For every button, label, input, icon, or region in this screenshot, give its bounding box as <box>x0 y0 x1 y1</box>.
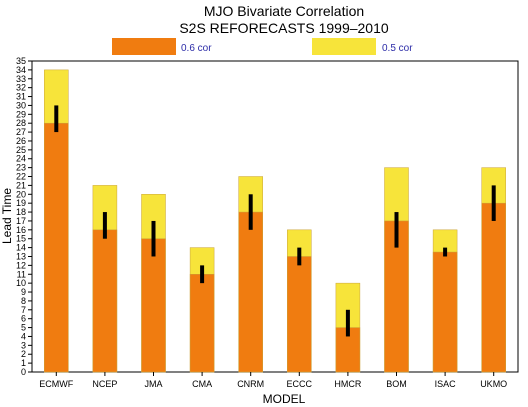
x-axis-label: MODEL <box>263 392 306 406</box>
legend-label-0-6-cor: 0.6 cor <box>181 43 212 54</box>
y-tick-label: 19 <box>16 198 26 208</box>
y-tick-label: 34 <box>16 65 26 75</box>
y-tick-label: 7 <box>21 305 26 315</box>
y-tick-label: 30 <box>16 100 26 110</box>
y-tick-label: 12 <box>16 260 26 270</box>
plot-area: 0123456789101112131415161718192021222324… <box>16 56 519 389</box>
legend-swatch-0-6-cor <box>112 38 176 55</box>
x-axis: ECMWF NCEP JMA CMA CNRM ECCC HMCR BOM ISAC UKMO <box>39 372 507 389</box>
y-axis-label: Lead Time <box>0 188 14 244</box>
chart-title: MJO Bivariate Correlation <box>204 3 364 19</box>
plot-frame <box>31 60 519 373</box>
y-tick-label: 27 <box>16 127 26 137</box>
y-tick-label: 15 <box>16 234 26 244</box>
y-tick-label: 2 <box>21 349 26 359</box>
bar-ncep-0-6-cor <box>92 229 118 373</box>
y-tick-label: 16 <box>16 225 26 235</box>
y-tick-label: 0 <box>21 367 26 377</box>
legend: 0.6 cor 0.5 cor <box>112 38 413 55</box>
bar-cnrm-0-6-cor <box>238 211 263 373</box>
error-bars <box>54 105 496 337</box>
bar-jma-0-6-cor <box>141 238 166 373</box>
bar-isac-0-6-cor <box>432 251 458 373</box>
y-tick-label: 1 <box>21 358 26 368</box>
bar-ukmo-0-6-cor <box>481 202 506 373</box>
y-tick-label: 8 <box>21 296 26 306</box>
bar-eccc-0-6-cor <box>287 256 312 373</box>
y-tick-label: 9 <box>21 287 26 297</box>
y-tick-label: 22 <box>16 172 26 182</box>
x-tick-label-ncep: NCEP <box>92 379 117 389</box>
y-tick-label: 28 <box>16 118 26 128</box>
y-tick-label: 13 <box>16 251 26 261</box>
y-tick-label: 6 <box>21 314 26 324</box>
y-tick-label: 3 <box>21 340 26 350</box>
y-tick-label: 17 <box>16 216 26 226</box>
x-tick-label-bom: BOM <box>386 379 407 389</box>
x-tick-label-eccc: ECCC <box>287 379 313 389</box>
legend-label-0-5-cor: 0.5 cor <box>382 43 413 54</box>
x-tick-label-hmcr: HMCR <box>334 379 361 389</box>
y-tick-label: 31 <box>16 92 26 102</box>
y-tick-label: 32 <box>16 83 26 93</box>
x-tick-label-isac: ISAC <box>435 379 457 389</box>
bars <box>44 69 506 373</box>
x-tick-label-ukmo: UKMO <box>480 379 507 389</box>
y-axis: 0123456789101112131415161718192021222324… <box>16 56 32 377</box>
y-tick-label: 29 <box>16 109 26 119</box>
y-tick-label: 20 <box>16 189 26 199</box>
y-tick-label: 26 <box>16 136 26 146</box>
legend-swatch-0-5-cor <box>312 38 376 55</box>
y-tick-label: 11 <box>17 269 26 279</box>
y-tick-label: 18 <box>16 207 26 217</box>
x-tick-label-cnrm: CNRM <box>237 379 264 389</box>
y-tick-label: 4 <box>21 331 26 341</box>
bar-ecmwf-0-6-cor <box>44 122 69 373</box>
y-tick-label: 14 <box>16 243 26 253</box>
y-tick-label: 10 <box>16 278 26 288</box>
y-tick-label: 24 <box>16 154 26 164</box>
y-tick-label: 33 <box>16 74 26 84</box>
y-tick-label: 25 <box>16 145 26 155</box>
bar-cma-0-6-cor <box>189 274 215 373</box>
y-tick-label: 35 <box>16 56 26 66</box>
x-tick-label-jma: JMA <box>145 379 163 389</box>
y-tick-label: 5 <box>21 323 26 333</box>
chart-subtitle: S2S REFORECASTS 1999–2010 <box>179 20 389 36</box>
y-tick-label: 21 <box>16 180 26 190</box>
y-tick-label: 23 <box>16 163 26 173</box>
x-tick-label-cma: CMA <box>192 379 212 389</box>
x-tick-label-ecmwf: ECMWF <box>39 379 73 389</box>
